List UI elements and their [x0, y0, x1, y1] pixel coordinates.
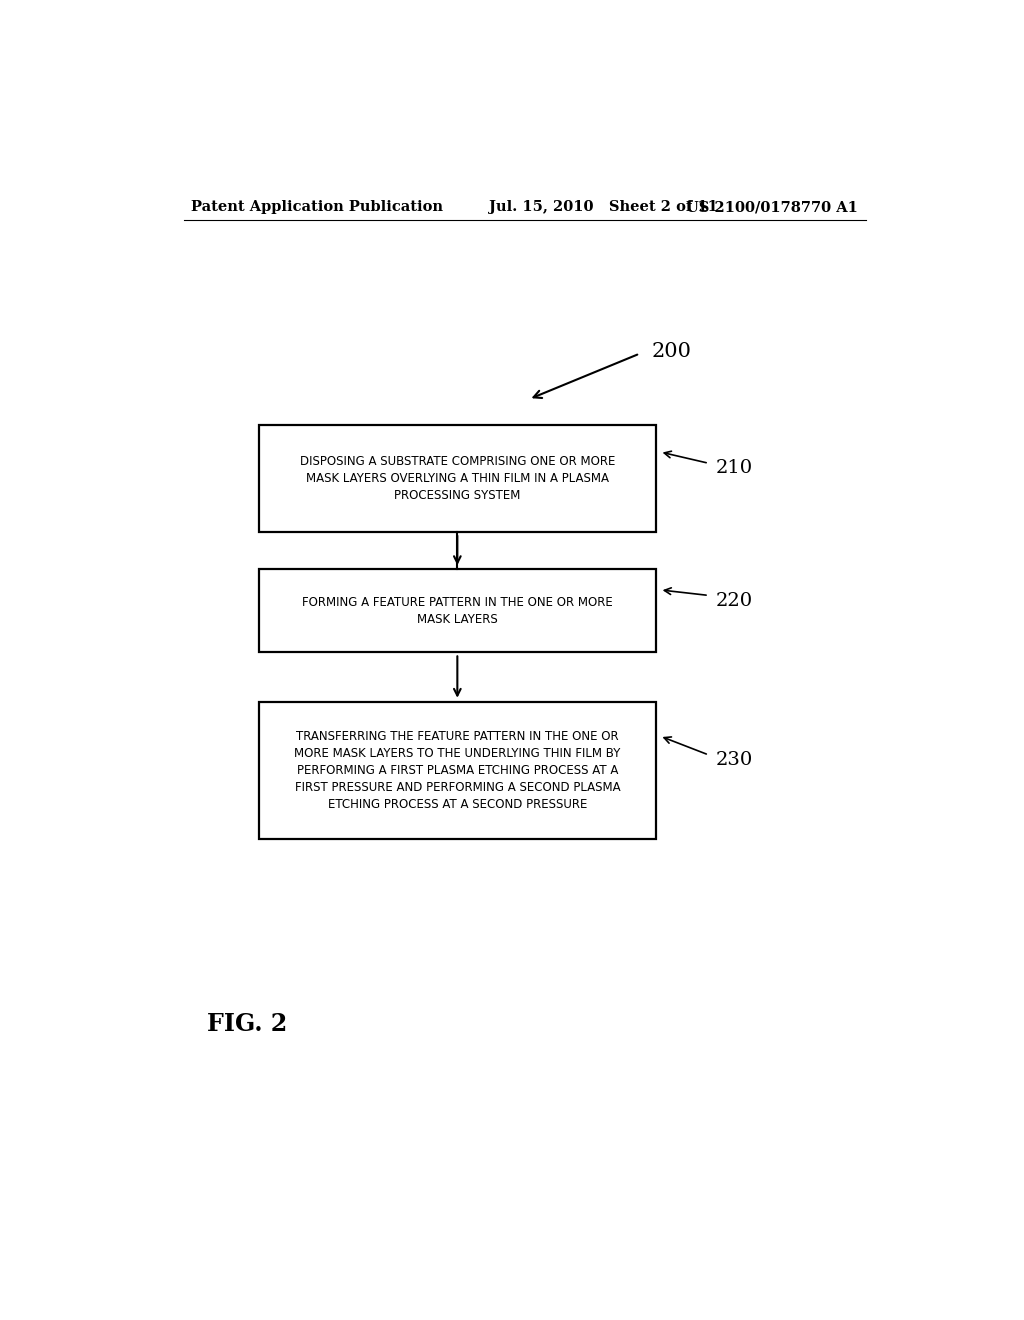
Text: 220: 220	[715, 591, 753, 610]
Text: Jul. 15, 2010   Sheet 2 of 11: Jul. 15, 2010 Sheet 2 of 11	[489, 201, 718, 214]
Bar	[259, 569, 655, 652]
Text: DISPOSING A SUBSTRATE COMPRISING ONE OR MORE
MASK LAYERS OVERLYING A THIN FILM I: DISPOSING A SUBSTRATE COMPRISING ONE OR …	[300, 455, 615, 502]
Text: FIG. 2: FIG. 2	[207, 1012, 288, 1036]
Text: 200: 200	[652, 342, 692, 360]
Bar	[259, 702, 655, 840]
Text: FORMING A FEATURE PATTERN IN THE ONE OR MORE
MASK LAYERS: FORMING A FEATURE PATTERN IN THE ONE OR …	[302, 595, 612, 626]
Text: Patent Application Publication: Patent Application Publication	[191, 201, 443, 214]
Text: 230: 230	[715, 751, 753, 770]
Text: TRANSFERRING THE FEATURE PATTERN IN THE ONE OR
MORE MASK LAYERS TO THE UNDERLYIN: TRANSFERRING THE FEATURE PATTERN IN THE …	[294, 730, 621, 810]
Bar	[259, 425, 655, 532]
Text: 210: 210	[715, 459, 753, 478]
Text: US 2100/0178770 A1: US 2100/0178770 A1	[686, 201, 858, 214]
